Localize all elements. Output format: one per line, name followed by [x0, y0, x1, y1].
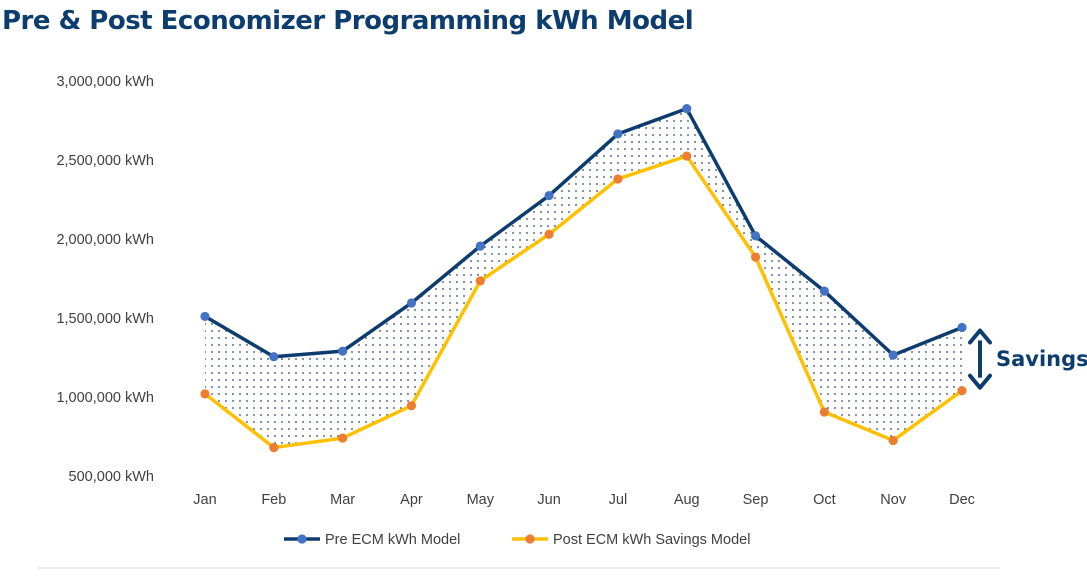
data-point-pre [269, 352, 279, 362]
data-point-post [406, 401, 417, 411]
data-point-pre [475, 241, 485, 251]
axis-layer: 3,000,000 kWh 2,500,000 kWh 2,000,000 kWh 1… [56, 74, 974, 508]
savings-area-layer [205, 108, 962, 448]
series-line-pre [204, 106, 963, 359]
savings-arrow-head-up [968, 328, 992, 345]
x-tick-label: Apr [400, 492, 423, 508]
chart-title: Pre & Post Economizer Programming kWh Mo… [2, 6, 694, 36]
x-tick-label: Sep [743, 492, 769, 508]
data-point-post [544, 229, 554, 239]
data-point-pre [819, 286, 829, 296]
savings-arrow-head-down [968, 373, 992, 390]
x-tick-label: Aug [674, 492, 700, 508]
legend: Pre ECM kWh Model Post ECM kWh Savings Mo… [284, 532, 750, 548]
x-tick-label: Jul [609, 492, 628, 508]
data-point-post [338, 433, 348, 443]
data-point-pre [682, 104, 692, 114]
data-point-pre [888, 350, 898, 360]
data-point-pre [406, 298, 417, 308]
data-point-post [957, 386, 967, 396]
data-point-post [200, 389, 210, 399]
y-tick-label: 3,000,000 kWh [56, 74, 154, 90]
legend-marker-pre [297, 534, 307, 544]
x-tick-label: Oct [813, 492, 836, 508]
series-line-post [203, 154, 964, 450]
data-point-pre [200, 311, 210, 322]
legend-marker-post [525, 534, 535, 544]
annotation-layer: Savings [968, 328, 1087, 390]
y-tick-label: 1,000,000 kWh [56, 390, 154, 406]
data-point-pre [750, 231, 761, 241]
x-tick-label: Mar [330, 492, 355, 508]
y-tick-label: 2,000,000 kWh [56, 232, 154, 248]
y-tick-label: 2,500,000 kWh [56, 153, 154, 169]
data-point-pre [544, 190, 554, 201]
data-point-pre [338, 346, 348, 356]
y-tick-label: 500,000 kWh [69, 469, 154, 485]
data-point-post [613, 174, 623, 184]
y-tick-label: 1,500,000 kWh [56, 311, 154, 327]
savings-annotation-label: Savings [996, 347, 1087, 371]
data-point-post [682, 151, 692, 161]
data-point-post [269, 442, 279, 453]
x-tick-label: Nov [880, 492, 907, 508]
series-layer [200, 104, 967, 453]
data-point-post [750, 252, 761, 262]
data-point-post [819, 407, 829, 417]
data-point-pre [613, 129, 623, 139]
x-tick-label: Jan [193, 492, 216, 508]
x-tick-label: Jun [537, 492, 560, 508]
legend-label-pre: Pre ECM kWh Model [325, 532, 460, 548]
data-point-pre [957, 322, 967, 333]
savings-area [205, 108, 962, 448]
x-tick-label: Dec [949, 492, 975, 508]
data-point-post [475, 276, 485, 286]
data-point-post [888, 435, 898, 446]
x-tick-label: May [467, 492, 495, 508]
x-tick-label: Feb [261, 492, 286, 508]
legend-label-post: Post ECM kWh Savings Model [553, 532, 750, 548]
